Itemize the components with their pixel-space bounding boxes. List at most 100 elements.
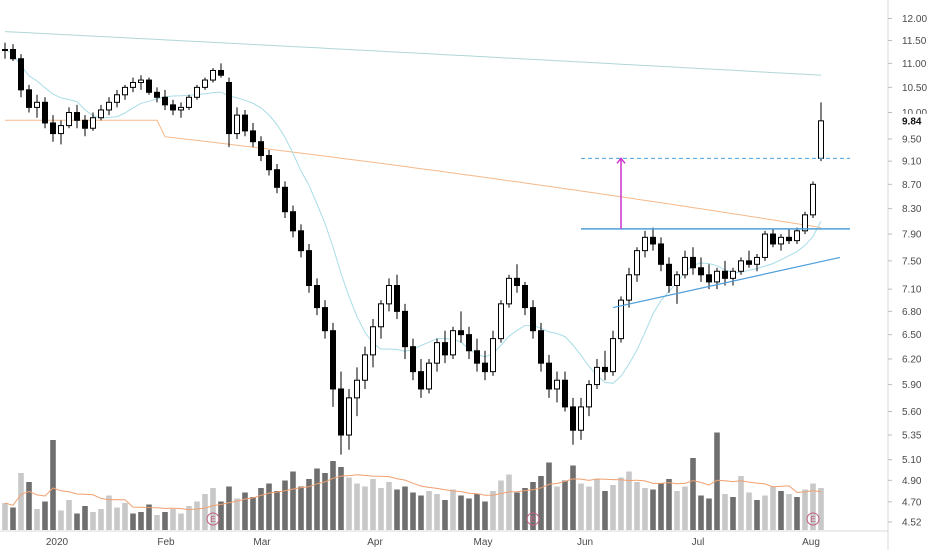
volume-moving-average (4, 474, 822, 511)
volume-bar (658, 483, 664, 530)
moving-average-short (4, 49, 822, 384)
volume-bar (514, 492, 520, 530)
volume-bar (722, 494, 728, 530)
moving-average-long (4, 31, 822, 76)
volume-bar (674, 491, 680, 530)
volume-bar (210, 488, 216, 530)
candle-body (410, 346, 416, 373)
candle-body (162, 96, 168, 106)
price-tick-label: 11.00 (902, 59, 927, 70)
candle-body (370, 326, 376, 356)
volume-bar (794, 497, 800, 530)
volume-bar (106, 495, 112, 530)
volume-bar (74, 513, 80, 530)
candle-body (306, 250, 312, 286)
month-label: Jun (577, 537, 593, 548)
volume-bar (98, 509, 104, 530)
candle-body (290, 211, 296, 232)
volume-bar (714, 432, 720, 530)
volume-bar (50, 440, 56, 530)
month-label: Aug (802, 537, 820, 548)
price-tick-label: 7.90 (902, 230, 922, 241)
volume-bar (234, 498, 240, 530)
candle-body (546, 362, 552, 390)
candle-body (458, 330, 464, 336)
volume-bar (282, 480, 288, 530)
candle-body (138, 79, 144, 83)
volume-bar (546, 462, 552, 530)
volume-bar (594, 479, 600, 530)
price-tick-label: 6.80 (902, 307, 922, 318)
volume-bar (698, 495, 704, 530)
candle-body (658, 243, 664, 265)
candle-body (522, 284, 528, 309)
price-tick-label: 5.60 (902, 407, 922, 418)
volume-bar (242, 492, 248, 530)
volume-bar (362, 486, 368, 530)
volume-bar (666, 479, 672, 530)
candle-body (530, 307, 536, 332)
candle-body (754, 256, 760, 265)
volume-bar (18, 473, 24, 530)
volume-bar (442, 500, 448, 530)
month-label: Feb (157, 537, 175, 548)
earnings-marker (806, 512, 820, 526)
candle-body (426, 362, 432, 390)
price-tick-label: 8.30 (902, 204, 922, 215)
candle-body (226, 81, 232, 135)
price-tick-label: 4.52 (902, 517, 922, 528)
time-axis[interactable]: 2020 Feb Mar Apr May Jun Jul Aug (0, 530, 888, 548)
volume-bar (338, 467, 344, 530)
volume-bar (458, 495, 464, 530)
volume-bar (90, 512, 96, 530)
price-tick-label: 9.50 (902, 134, 922, 145)
candle-body (194, 86, 200, 98)
support-trendline (612, 256, 841, 309)
candle-body (538, 330, 544, 364)
volume-bar (162, 512, 168, 530)
volume-bar (770, 486, 776, 530)
volume-bar (306, 479, 312, 530)
volume-bar (330, 461, 336, 530)
candle-body (386, 284, 392, 305)
candle-body (666, 263, 672, 286)
volume-bar (218, 501, 224, 530)
last-price-badge (892, 113, 932, 128)
price-tick-label: 10.50 (902, 83, 927, 94)
volume-bar (290, 471, 296, 530)
volume-bar (178, 513, 184, 530)
price-tick-label: 5.90 (902, 380, 922, 391)
candle-body (778, 236, 784, 245)
volume-bar (34, 509, 40, 530)
candle-body (42, 101, 48, 124)
volume-bar (130, 513, 136, 530)
candle-body (234, 114, 240, 135)
price-tick-label: 6.50 (902, 330, 922, 341)
candle-body (474, 350, 480, 364)
earnings-marker (206, 512, 220, 526)
volume-bar (634, 482, 640, 530)
price-tick-label: 9.10 (902, 157, 922, 168)
volume-bar (146, 504, 152, 530)
month-label: May (474, 537, 493, 548)
candle-body (18, 58, 24, 91)
volume-bar (402, 486, 408, 530)
volume-bar (682, 486, 688, 530)
earnings-label: E (210, 515, 215, 524)
volume-bar (522, 488, 528, 530)
volume-bar (498, 480, 504, 530)
candle-body (466, 334, 472, 352)
candle-body (586, 384, 592, 408)
volume-bar (274, 491, 280, 530)
candle-body (674, 274, 680, 286)
candle-body (98, 109, 104, 119)
volume-bar (506, 474, 512, 530)
candle-body (514, 277, 520, 286)
price-tick-label: 7.50 (902, 256, 922, 267)
candle-body (346, 397, 352, 436)
volume-bar (578, 483, 584, 530)
candle-body (66, 112, 72, 127)
price-axis[interactable]: 4.52 4.70 4.90 5.10 5.35 5.60 5.90 6.20 6.50 6.80… (887, 0, 932, 550)
